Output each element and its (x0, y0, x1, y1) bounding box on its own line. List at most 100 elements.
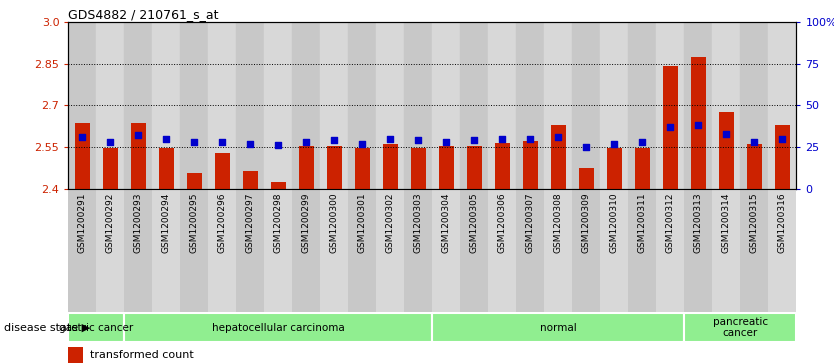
Bar (208, 189, 236, 312)
Text: disease state ▶: disease state ▶ (4, 323, 90, 333)
Bar (432, 313, 685, 342)
Text: GSM1200314: GSM1200314 (722, 192, 731, 253)
Point (468, 138, 481, 143)
Bar (264, 22, 293, 189)
Text: GDS4882 / 210761_s_at: GDS4882 / 210761_s_at (68, 8, 219, 21)
Bar (354, 148, 370, 189)
Point (412, 138, 425, 143)
Point (524, 136, 537, 142)
Bar (656, 189, 685, 312)
Bar (376, 189, 404, 312)
Text: GSM1200293: GSM1200293 (134, 192, 143, 253)
Bar (432, 22, 460, 189)
Bar (691, 57, 706, 189)
Text: GSM1200301: GSM1200301 (358, 192, 367, 253)
Bar (404, 22, 432, 189)
Bar (124, 313, 432, 342)
Text: GSM1200304: GSM1200304 (442, 192, 451, 253)
Bar (327, 146, 342, 189)
Point (580, 144, 593, 150)
Text: GSM1200298: GSM1200298 (274, 192, 283, 253)
Bar (299, 146, 314, 189)
Bar (629, 22, 656, 189)
Bar (489, 189, 516, 312)
Point (495, 136, 509, 142)
Bar (68, 313, 124, 342)
Text: gastric cancer: gastric cancer (59, 323, 133, 333)
Text: transformed count: transformed count (90, 350, 194, 360)
Bar (523, 142, 538, 189)
Bar (376, 22, 404, 189)
Text: GSM1200305: GSM1200305 (470, 192, 479, 253)
Bar (410, 148, 426, 189)
Bar (607, 148, 622, 189)
Bar (349, 189, 376, 312)
Bar (712, 22, 741, 189)
Bar (97, 189, 124, 312)
Bar (545, 189, 572, 312)
Bar (489, 22, 516, 189)
Bar (579, 168, 594, 189)
Bar (656, 22, 685, 189)
Point (440, 139, 453, 145)
Bar (467, 146, 482, 189)
Bar (550, 125, 566, 189)
Text: GSM1200310: GSM1200310 (610, 192, 619, 253)
Bar (236, 189, 264, 312)
Point (384, 136, 397, 142)
Bar (460, 189, 489, 312)
Bar (685, 22, 712, 189)
Bar (180, 22, 208, 189)
Bar (187, 174, 202, 189)
Text: GSM1200315: GSM1200315 (750, 192, 759, 253)
Bar (712, 189, 741, 312)
Text: GSM1200316: GSM1200316 (778, 192, 787, 253)
Text: GSM1200296: GSM1200296 (218, 192, 227, 253)
Text: GSM1200300: GSM1200300 (330, 192, 339, 253)
Bar (75, 123, 90, 189)
Text: GSM1200313: GSM1200313 (694, 192, 703, 253)
Point (748, 139, 761, 145)
Bar (460, 22, 489, 189)
Bar (663, 66, 678, 189)
Text: GSM1200295: GSM1200295 (190, 192, 198, 253)
Point (691, 122, 705, 128)
Point (608, 141, 621, 147)
Bar (600, 22, 629, 189)
Point (636, 139, 649, 145)
Bar (741, 189, 768, 312)
Bar (153, 189, 180, 312)
Point (188, 139, 201, 145)
Point (356, 141, 369, 147)
Bar (153, 22, 180, 189)
Bar (214, 152, 230, 189)
Point (272, 142, 285, 148)
Bar (68, 189, 97, 312)
Text: hepatocellular carcinoma: hepatocellular carcinoma (212, 323, 344, 333)
Bar (685, 189, 712, 312)
Bar (293, 22, 320, 189)
Text: GSM1200294: GSM1200294 (162, 192, 171, 253)
Text: GSM1200303: GSM1200303 (414, 192, 423, 253)
Bar (635, 148, 651, 189)
Bar (68, 347, 83, 363)
Point (328, 138, 341, 143)
Point (299, 139, 313, 145)
Bar (545, 22, 572, 189)
Point (132, 132, 145, 138)
Bar (600, 189, 629, 312)
Bar (741, 22, 768, 189)
Bar (516, 22, 545, 189)
Text: GSM1200299: GSM1200299 (302, 192, 311, 253)
Point (103, 139, 117, 145)
Bar (320, 189, 349, 312)
Bar (768, 22, 796, 189)
Point (776, 136, 789, 142)
Bar (432, 189, 460, 312)
Bar (158, 148, 174, 189)
Bar (103, 148, 118, 189)
Bar (349, 22, 376, 189)
Text: GSM1200307: GSM1200307 (526, 192, 535, 253)
Bar (236, 22, 264, 189)
Bar (271, 182, 286, 189)
